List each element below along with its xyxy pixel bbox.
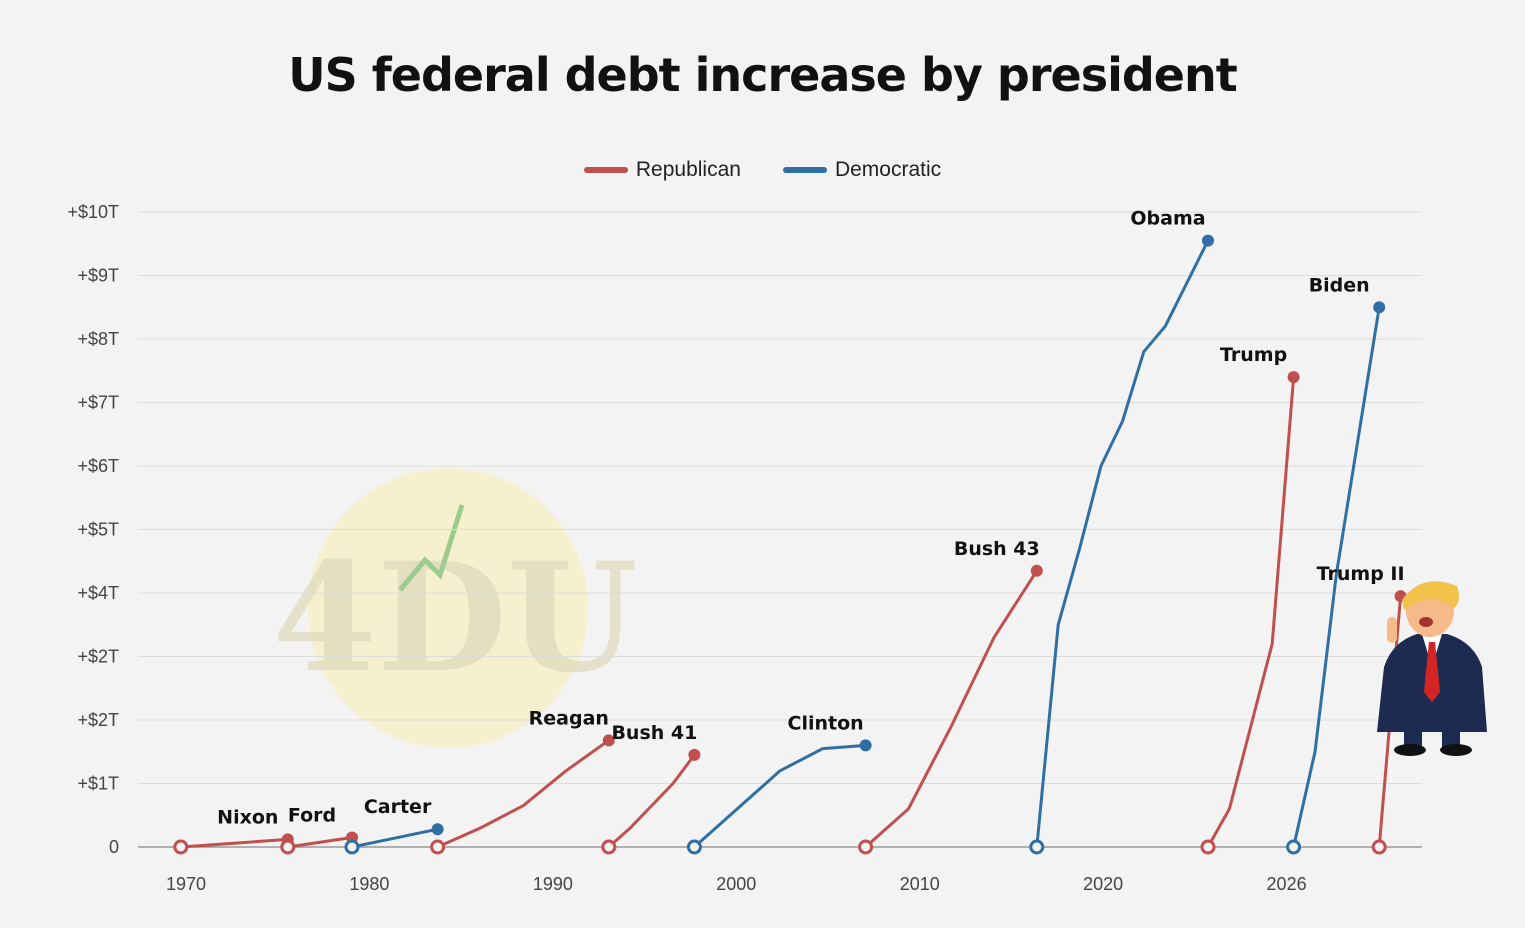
series-start-point (173, 839, 189, 855)
series-start-point (344, 839, 360, 855)
grid-lines (138, 211, 1422, 848)
series-line-clinton (692, 743, 868, 849)
series-start-point (280, 839, 296, 855)
watermark-arrow (398, 504, 465, 592)
y-tick-label: +$1T (77, 774, 119, 794)
series-line-bush-43 (864, 569, 1039, 849)
y-tick-label: +$4T (77, 583, 119, 603)
series-end-point (1373, 301, 1386, 314)
legend-swatch-republican (583, 167, 628, 173)
series-end-point (859, 739, 872, 752)
president-label-nixon: Nixon (217, 806, 278, 828)
president-label-carter: Carter (364, 796, 432, 818)
x-tick-label: 1980 (349, 874, 389, 894)
series-start-point (686, 839, 702, 855)
series-start-point (430, 839, 446, 855)
series-end-point (431, 823, 444, 836)
legend-label-republican: Republican (635, 158, 741, 181)
president-label-obama: Obama (1130, 208, 1205, 230)
series-start-point (1286, 839, 1302, 855)
y-tick-label: +$2T (77, 710, 119, 730)
series-end-point (602, 734, 615, 747)
legend-swatch-democratic (782, 167, 827, 173)
x-tick-label: 2020 (1083, 874, 1123, 894)
x-axis-ticks: 1970 1980 1990 2000 2010 2020 2026 (166, 874, 1307, 894)
series-start-point (601, 839, 617, 855)
y-tick-label: +$2T (77, 647, 119, 667)
president-label-bush-41: Bush 41 (611, 722, 697, 744)
series-line-ford (286, 836, 354, 849)
president-label-bush-43: Bush 43 (954, 538, 1040, 560)
watermark-logo: 4DU (272, 468, 638, 748)
legend-label-democratic: Democratic (834, 158, 942, 181)
president-label-ford: Ford (288, 804, 336, 826)
x-tick-label: 2010 (900, 874, 940, 894)
y-tick-label: +$9T (77, 266, 119, 286)
series-lines (173, 234, 1407, 855)
president-label-biden: Biden (1309, 274, 1370, 296)
series-line-nixon (179, 837, 290, 849)
series-line-bush-41 (607, 753, 696, 849)
y-tick-label: +$10T (67, 202, 119, 222)
x-tick-label: 2000 (716, 874, 756, 894)
series-line-obama (1035, 239, 1210, 849)
chart-legend: Republican Democratic (0, 158, 1525, 182)
y-tick-label: +$5T (77, 520, 119, 540)
president-label-reagan: Reagan (529, 707, 609, 729)
y-axis-ticks: 0 +$1T +$2T +$2T +$4T +$5T +$6T +$7T +$8T +$9T +$1… (67, 202, 119, 857)
series-line-biden (1292, 305, 1381, 849)
series-start-point (858, 839, 874, 855)
series-end-point (1202, 234, 1214, 247)
y-tick-label: +$7T (77, 393, 119, 413)
watermark-text: 4DU (272, 530, 637, 706)
series-end-point (688, 748, 701, 761)
y-tick-label: +$6T (77, 456, 119, 476)
x-tick-label: 2026 (1267, 874, 1307, 894)
x-tick-label: 1990 (533, 874, 573, 894)
series-line-carter (350, 827, 440, 849)
president-label-trump-ii: Trump II (1317, 563, 1405, 585)
series-start-point (1200, 839, 1216, 855)
series-line-reagan (436, 738, 611, 849)
series-end-point (1030, 564, 1043, 577)
watermark-circle (308, 468, 588, 748)
cartoon-figure-icon (1377, 581, 1487, 756)
series-end-point (1287, 371, 1300, 384)
series-start-point (1029, 839, 1045, 855)
chart-title: US federal debt increase by president (288, 48, 1237, 102)
president-label-clinton: Clinton (788, 712, 864, 734)
series-line-trump (1206, 375, 1296, 849)
y-tick-label: +$8T (77, 329, 119, 349)
series-start-point (1371, 839, 1387, 855)
y-tick-label: 0 (109, 837, 119, 857)
president-label-trump: Trump (1220, 344, 1287, 366)
legend-item-democratic: Democratic (782, 158, 942, 182)
x-tick-label: 1970 (166, 874, 206, 894)
legend-item-republican: Republican (583, 158, 741, 182)
